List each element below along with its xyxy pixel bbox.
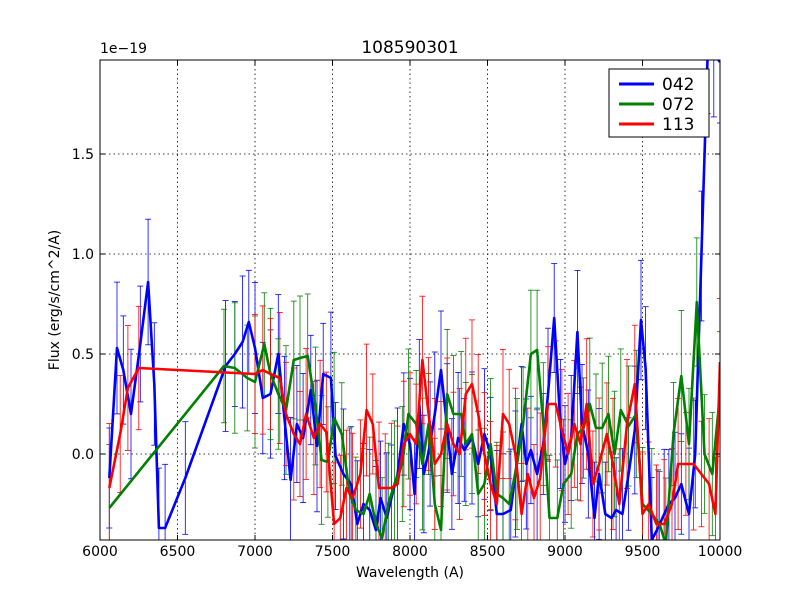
x-tick-label: 8500 <box>470 544 506 560</box>
x-tick-label: 9500 <box>625 544 661 560</box>
y-tick-label: 0.0 <box>72 447 94 463</box>
y-tick-label: 0.5 <box>72 347 94 363</box>
chart-title: 108590301 <box>361 38 458 58</box>
y-tick-label: 1.5 <box>72 147 94 163</box>
series-line-042 <box>108 60 720 540</box>
series-line-113 <box>108 358 720 526</box>
y-offset-label: 1e−19 <box>100 41 147 57</box>
x-tick-label: 6000 <box>82 544 118 560</box>
y-axis-label: Flux (erg/s/cm^2/A) <box>47 230 63 370</box>
x-tick-label: 6500 <box>160 544 196 560</box>
y-tick-label: 1.0 <box>72 247 94 263</box>
x-tick-label: 8000 <box>392 544 428 560</box>
legend-label-042: 042 <box>662 75 694 95</box>
legend: 042 072 113 <box>608 68 710 138</box>
legend-label-072: 072 <box>662 95 694 115</box>
x-axis-label: Wavelength (A) <box>356 565 464 581</box>
legend-label-113: 113 <box>662 115 694 135</box>
series-line-072 <box>108 300 720 540</box>
x-tick-label: 10000 <box>698 544 743 560</box>
series-lines <box>108 60 720 540</box>
x-tick-label: 7500 <box>315 544 351 560</box>
x-tick-label: 7000 <box>237 544 273 560</box>
axis-ticks: 6000 6500 7000 7500 8000 8500 9000 9500 10000 0.0… <box>72 60 743 560</box>
x-tick-label: 9000 <box>547 544 583 560</box>
